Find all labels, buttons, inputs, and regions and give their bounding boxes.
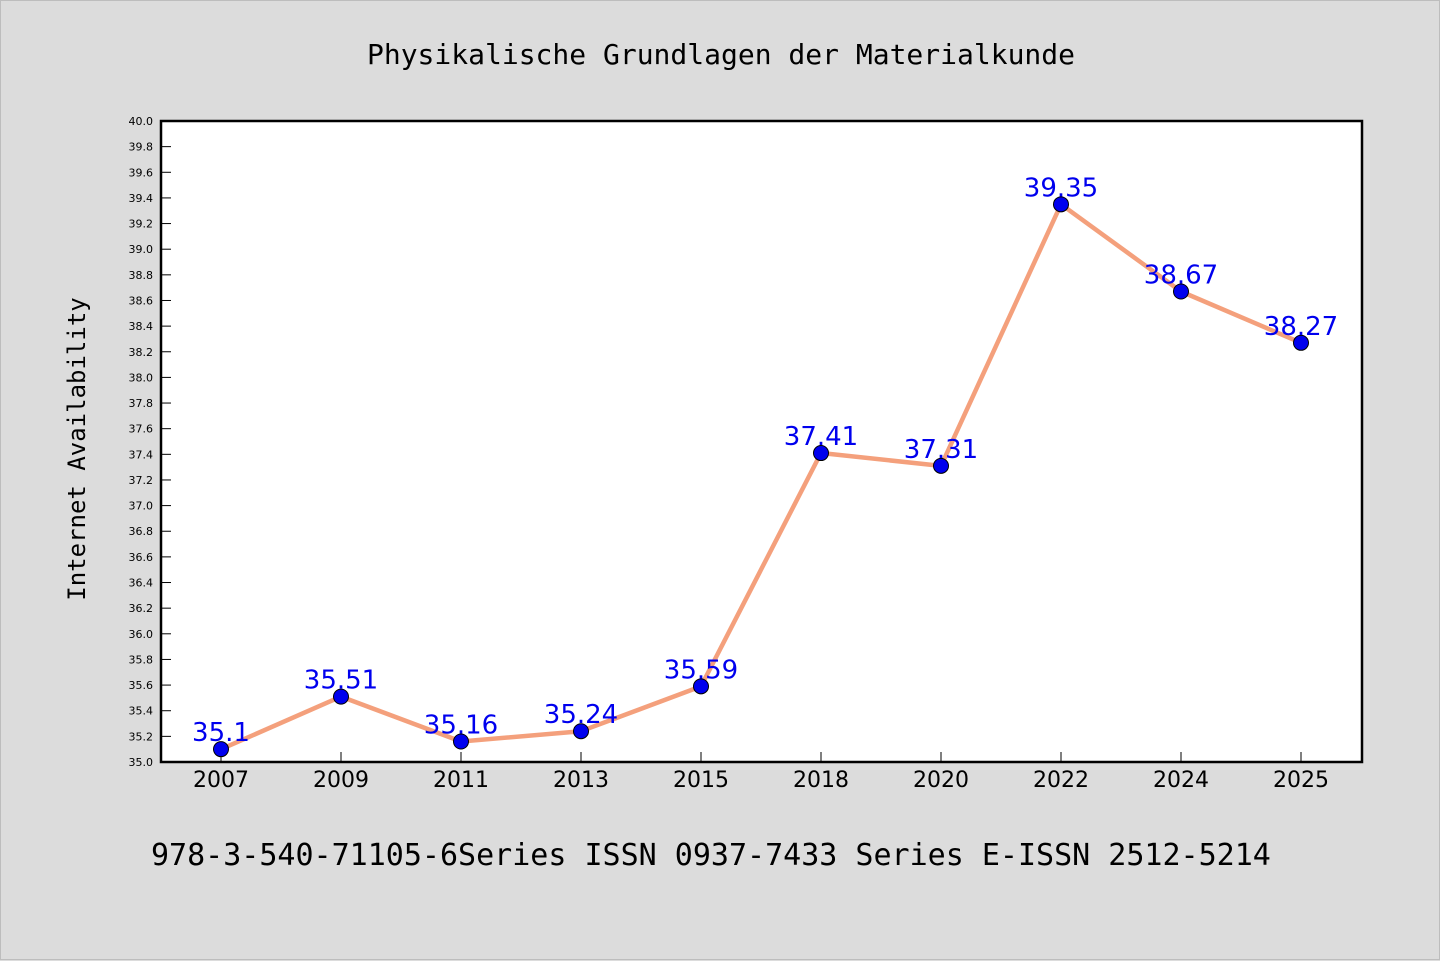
data-point	[1293, 334, 1309, 351]
footer-text: 978-3-540-71105-6Series ISSN 0937-7433 S…	[151, 838, 1271, 873]
y-tick-label: 36.8	[129, 525, 154, 538]
y-tick-label: 39.4	[129, 192, 154, 205]
data-point	[933, 457, 949, 474]
chart-title: Physikalische Grundlagen der Materialkun…	[367, 38, 1075, 71]
data-point	[573, 723, 589, 740]
data-point	[1173, 283, 1189, 300]
x-tick-label: 2018	[793, 768, 849, 793]
data-point	[813, 445, 829, 462]
y-tick-label: 39.8	[129, 141, 154, 154]
data-point	[693, 678, 709, 695]
series-line	[218, 202, 1304, 752]
x-tick-label: 2013	[553, 768, 609, 793]
y-tick-label: 36.4	[129, 577, 154, 590]
y-tick-label: 38.6	[129, 294, 154, 307]
data-label: 37.41	[784, 422, 858, 452]
data-label: 35.59	[664, 655, 738, 685]
data-point	[1053, 196, 1069, 213]
x-tick-label: 2024	[1153, 768, 1209, 793]
x-axis: 2007 2009 2011 2013 2015 2018 2020 2022 2024 2025	[193, 752, 1329, 793]
y-tick-label: 36.2	[129, 602, 154, 615]
x-tick-label: 2009	[313, 768, 369, 793]
y-tick-label: 35.4	[129, 705, 154, 718]
y-tick-label: 35.8	[129, 653, 154, 666]
data-label: 35.16	[424, 710, 498, 740]
y-axis: 35.0 35.2 35.4 35.6 35.8 36.0 36.2 36.4 36.6 36.8…	[129, 115, 171, 769]
plot-border	[159, 119, 1364, 764]
data-label: 35.51	[304, 666, 378, 696]
data-point	[453, 733, 469, 750]
y-tick-label: 37.6	[129, 423, 154, 436]
data-label: 35.24	[544, 700, 618, 730]
y-axis-label: Internet Availability	[63, 297, 91, 600]
data-point	[213, 741, 229, 758]
data-label: 38.27	[1264, 312, 1338, 342]
y-tick-label: 35.2	[129, 730, 154, 743]
x-tick-label: 2022	[1033, 768, 1089, 793]
data-label: 38.67	[1144, 261, 1218, 291]
y-tick-label: 35.6	[129, 679, 154, 692]
y-tick-label: 39.2	[129, 218, 154, 231]
x-tick-label: 2025	[1273, 768, 1329, 793]
y-tick-label: 38.0	[129, 371, 154, 384]
x-tick-label: 2015	[673, 768, 729, 793]
y-tick-label: 39.6	[129, 166, 154, 179]
x-tick-label: 2011	[433, 768, 489, 793]
data-label: 35.1	[192, 718, 250, 748]
y-tick-label: 37.4	[129, 448, 154, 461]
x-tick-label: 2007	[193, 768, 249, 793]
y-tick-label: 39.0	[129, 243, 154, 256]
series-layer: 35.1 35.51 35.16 35.24 35.59 37.41 37.31 39.35 3…	[192, 173, 1338, 758]
y-tick-label: 36.6	[129, 551, 154, 564]
y-tick-label: 37.2	[129, 474, 154, 487]
data-label: 39.35	[1024, 173, 1098, 203]
plot-area	[161, 121, 1362, 762]
y-tick-label: 38.8	[129, 269, 154, 282]
y-tick-label: 37.0	[129, 500, 154, 513]
data-point	[333, 688, 349, 705]
y-tick-label: 35.0	[129, 756, 154, 769]
y-tick-label: 36.0	[129, 628, 154, 641]
y-tick-label: 38.4	[129, 320, 154, 333]
y-tick-label: 37.8	[129, 397, 154, 410]
x-tick-label: 2020	[913, 768, 969, 793]
y-tick-label: 40.0	[129, 115, 154, 128]
data-label: 37.31	[904, 435, 978, 465]
y-tick-label: 38.2	[129, 346, 154, 359]
